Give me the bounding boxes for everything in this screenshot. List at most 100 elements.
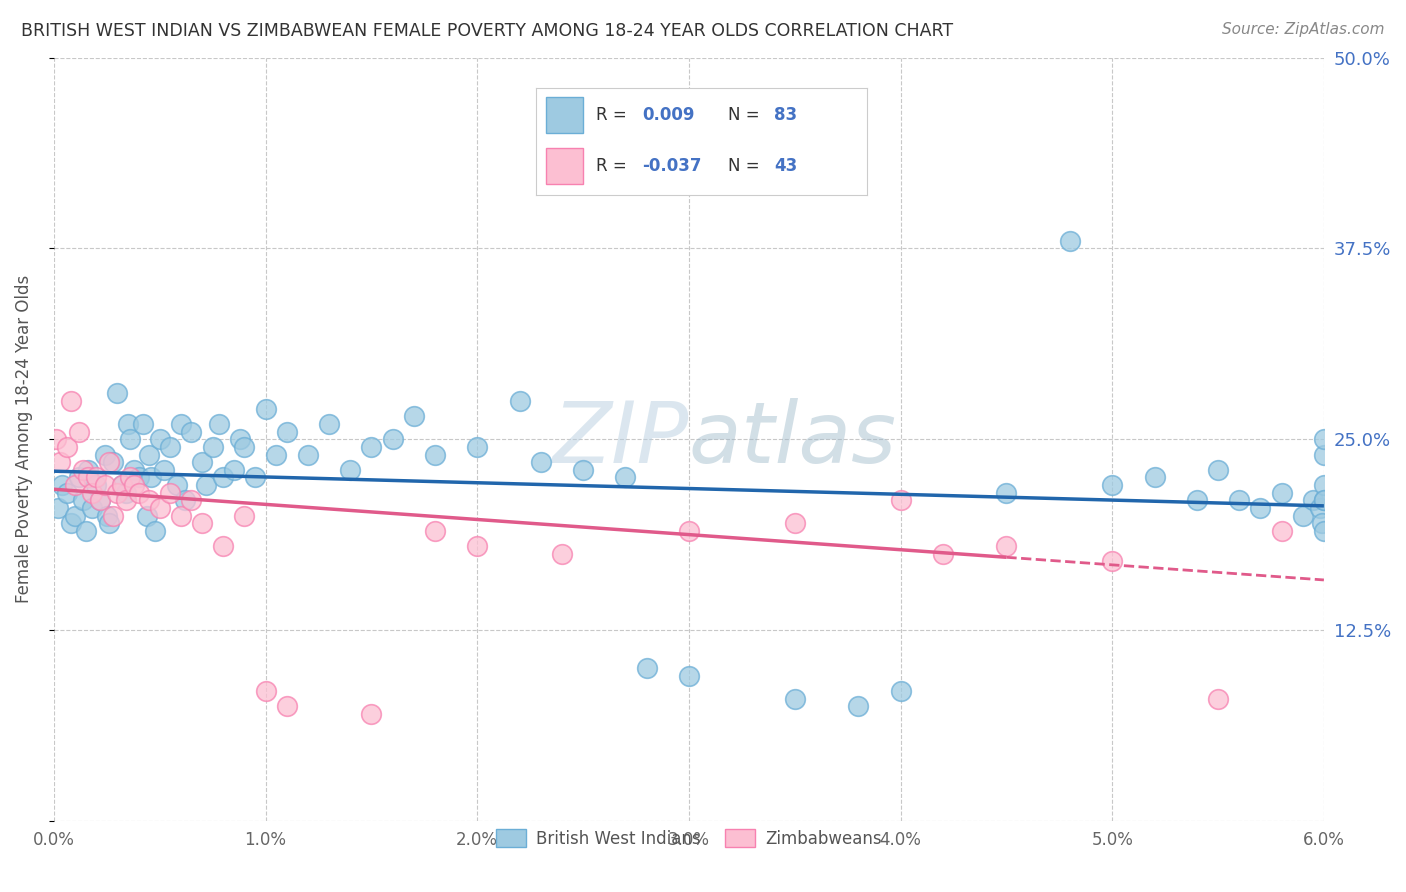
Point bbox=[572, 463, 595, 477]
Point bbox=[360, 440, 382, 454]
Point bbox=[243, 470, 266, 484]
Point bbox=[149, 432, 172, 446]
Point bbox=[122, 463, 145, 477]
Point bbox=[402, 409, 425, 424]
Point bbox=[1313, 448, 1336, 462]
Point bbox=[159, 440, 181, 454]
Point bbox=[132, 417, 155, 431]
Point bbox=[195, 478, 218, 492]
Point bbox=[180, 425, 202, 439]
Point bbox=[1302, 493, 1324, 508]
Point bbox=[97, 455, 120, 469]
Point bbox=[636, 661, 658, 675]
Point bbox=[118, 432, 141, 446]
Point bbox=[72, 493, 94, 508]
Point bbox=[254, 684, 277, 698]
Point bbox=[1227, 493, 1250, 508]
Point bbox=[105, 386, 128, 401]
Point bbox=[149, 500, 172, 515]
Point bbox=[80, 500, 103, 515]
Point bbox=[191, 455, 214, 469]
Point bbox=[1249, 500, 1271, 515]
Point bbox=[145, 524, 167, 538]
Text: atlas: atlas bbox=[689, 398, 897, 481]
Point bbox=[180, 493, 202, 508]
Point bbox=[72, 463, 94, 477]
Point bbox=[122, 478, 145, 492]
Point bbox=[191, 516, 214, 531]
Point bbox=[1206, 691, 1229, 706]
Point bbox=[166, 478, 188, 492]
Legend: British West Indians, Zimbabweans: British West Indians, Zimbabweans bbox=[489, 822, 889, 855]
Point bbox=[1292, 508, 1315, 523]
Point bbox=[339, 463, 361, 477]
Point bbox=[1309, 500, 1331, 515]
Point bbox=[93, 478, 115, 492]
Point bbox=[212, 539, 235, 553]
Point bbox=[97, 516, 120, 531]
Point bbox=[1313, 478, 1336, 492]
Point bbox=[1270, 485, 1292, 500]
Point bbox=[89, 493, 111, 508]
Point bbox=[159, 485, 181, 500]
Point bbox=[465, 539, 488, 553]
Point bbox=[84, 470, 107, 484]
Point bbox=[89, 493, 111, 508]
Text: Source: ZipAtlas.com: Source: ZipAtlas.com bbox=[1222, 22, 1385, 37]
Text: ZIP: ZIP bbox=[553, 398, 689, 481]
Point bbox=[46, 500, 69, 515]
Point bbox=[117, 417, 139, 431]
Point bbox=[233, 508, 256, 523]
Point bbox=[423, 448, 446, 462]
Point bbox=[1185, 493, 1208, 508]
Point bbox=[80, 485, 103, 500]
Point bbox=[63, 508, 86, 523]
Point bbox=[318, 417, 340, 431]
Point bbox=[208, 417, 231, 431]
Point bbox=[1313, 493, 1336, 508]
Point bbox=[76, 463, 98, 477]
Point bbox=[170, 508, 193, 523]
Y-axis label: Female Poverty Among 18-24 Year Olds: Female Poverty Among 18-24 Year Olds bbox=[15, 275, 32, 603]
Point bbox=[614, 470, 637, 484]
Point bbox=[530, 455, 553, 469]
Point bbox=[63, 478, 86, 492]
Point bbox=[783, 516, 806, 531]
Point bbox=[212, 470, 235, 484]
Point bbox=[84, 478, 107, 492]
Point bbox=[101, 508, 124, 523]
Point bbox=[138, 493, 160, 508]
Point bbox=[67, 470, 90, 484]
Point bbox=[890, 493, 912, 508]
Point bbox=[110, 478, 132, 492]
Point bbox=[59, 394, 82, 409]
Point bbox=[264, 448, 287, 462]
Point bbox=[1270, 524, 1292, 538]
Point bbox=[678, 669, 700, 683]
Point bbox=[381, 432, 404, 446]
Point bbox=[153, 463, 176, 477]
Point bbox=[67, 425, 90, 439]
Point bbox=[55, 440, 77, 454]
Point bbox=[465, 440, 488, 454]
Point bbox=[1143, 470, 1166, 484]
Point bbox=[51, 478, 73, 492]
Point bbox=[1206, 463, 1229, 477]
Point bbox=[128, 485, 150, 500]
Point bbox=[1313, 524, 1336, 538]
Point bbox=[105, 485, 128, 500]
Point bbox=[297, 448, 319, 462]
Point bbox=[254, 401, 277, 416]
Point bbox=[890, 684, 912, 698]
Point bbox=[101, 455, 124, 469]
Point bbox=[678, 524, 700, 538]
Point bbox=[1059, 234, 1081, 248]
Point bbox=[136, 508, 159, 523]
Point bbox=[995, 539, 1018, 553]
Point bbox=[75, 524, 97, 538]
Point bbox=[96, 508, 118, 523]
Point bbox=[93, 448, 115, 462]
Point bbox=[49, 455, 72, 469]
Point bbox=[118, 470, 141, 484]
Point bbox=[76, 470, 98, 484]
